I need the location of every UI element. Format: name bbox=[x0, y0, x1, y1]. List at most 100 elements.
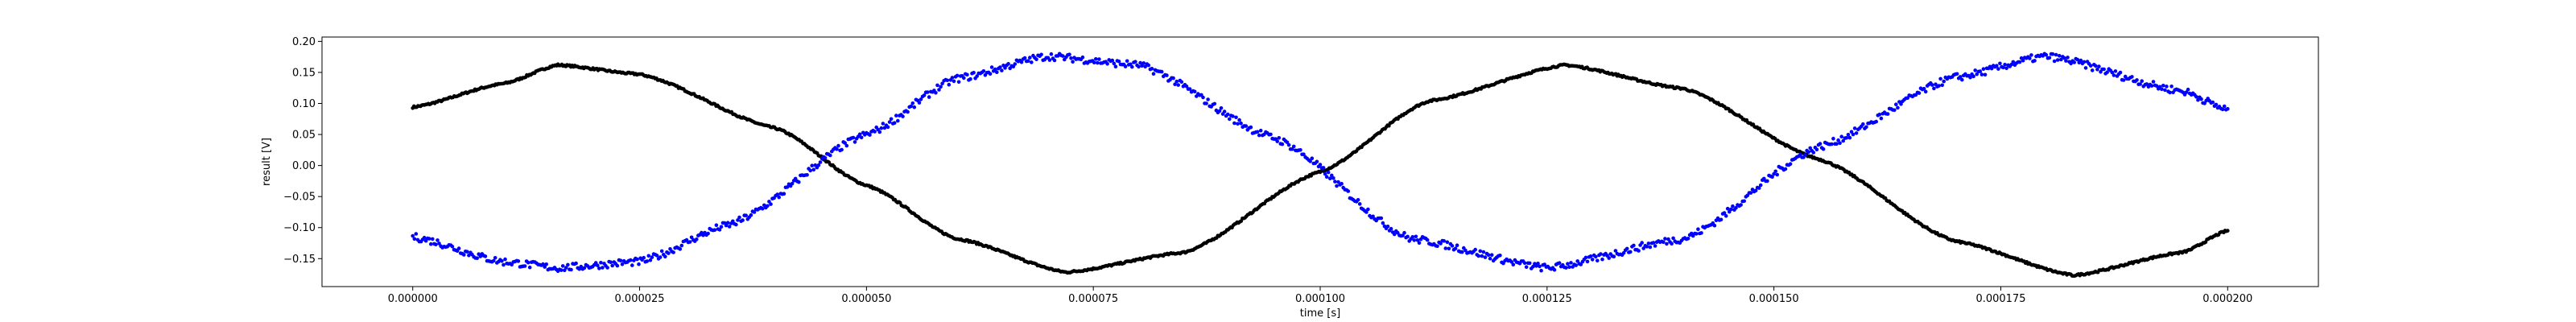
blue-series-point bbox=[1269, 132, 1273, 137]
blue-series-point bbox=[574, 261, 578, 266]
blue-series-point bbox=[1447, 246, 1451, 251]
blue-series-point bbox=[1995, 64, 1999, 68]
x-tick-label: 0.000175 bbox=[1975, 293, 2025, 305]
blue-series-point bbox=[2094, 64, 2098, 68]
blue-series-point bbox=[2186, 87, 2190, 92]
blue-series-point bbox=[1567, 265, 1571, 270]
blue-series-point bbox=[1094, 57, 1098, 61]
blue-series-point bbox=[1026, 59, 1030, 63]
blue-series-point bbox=[1143, 64, 1147, 69]
blue-series-point bbox=[1201, 95, 1205, 100]
black-series-point bbox=[2226, 229, 2230, 233]
blue-series-point bbox=[1123, 64, 1128, 68]
blue-series-point bbox=[769, 202, 773, 206]
blue-series-point bbox=[2135, 78, 2139, 82]
blue-series-point bbox=[1257, 133, 1261, 138]
blue-series-point bbox=[775, 192, 779, 196]
blue-series-point bbox=[1326, 170, 1331, 175]
blue-series-point bbox=[500, 259, 504, 263]
blue-series-point bbox=[1071, 60, 1075, 64]
blue-series-point bbox=[2017, 60, 2022, 64]
blue-series-point bbox=[1052, 58, 1057, 63]
blue-series-point bbox=[1783, 167, 1788, 171]
blue-series-point bbox=[843, 141, 847, 145]
blue-series-point bbox=[1539, 268, 1543, 273]
blue-series-point bbox=[712, 228, 717, 233]
blue-series-point bbox=[1112, 61, 1117, 66]
blue-series-point bbox=[1315, 159, 1319, 164]
blue-series-point bbox=[1255, 130, 1260, 134]
blue-series-point bbox=[2001, 65, 2005, 70]
blue-series-point bbox=[414, 232, 419, 236]
blue-series-point bbox=[1612, 254, 1616, 259]
blue-series-point bbox=[1385, 225, 1390, 229]
blue-series-point bbox=[569, 267, 573, 272]
blue-series-point bbox=[1159, 69, 1164, 74]
blue-series-point bbox=[1019, 60, 1024, 64]
blue-series-point bbox=[1140, 64, 1144, 68]
blue-series-point bbox=[1731, 204, 1735, 208]
blue-series-point bbox=[1138, 60, 1142, 65]
blue-series-point bbox=[1092, 60, 1096, 65]
blue-series-point bbox=[734, 222, 738, 227]
blue-series-point bbox=[857, 132, 862, 137]
blue-series-point bbox=[596, 263, 600, 268]
x-tick-label: 0.000075 bbox=[1068, 293, 1118, 305]
blue-series-point bbox=[2082, 60, 2087, 64]
blue-series-point bbox=[1758, 183, 1763, 188]
blue-series-point bbox=[714, 223, 719, 228]
blue-series-point bbox=[906, 109, 910, 114]
blue-series-point bbox=[1328, 176, 1332, 180]
blue-series-point bbox=[1607, 256, 1611, 260]
blue-series-point bbox=[1000, 68, 1004, 72]
blue-series-point bbox=[582, 266, 587, 270]
blue-series-point bbox=[1239, 121, 1243, 126]
blue-series-point bbox=[1522, 261, 1527, 266]
blue-series-point bbox=[1381, 221, 1385, 225]
blue-series-point bbox=[935, 83, 939, 88]
blue-series-point bbox=[995, 70, 999, 74]
blue-series-point bbox=[887, 120, 892, 124]
blue-series-point bbox=[1277, 136, 1282, 140]
blue-series-point bbox=[1566, 262, 1570, 266]
blue-series-point bbox=[1039, 52, 1043, 57]
blue-series-point bbox=[2011, 60, 2016, 64]
blue-series-point bbox=[1896, 105, 1900, 110]
blue-series-point bbox=[1401, 233, 1405, 237]
blue-series-point bbox=[998, 65, 1002, 69]
blue-series-point bbox=[836, 143, 840, 148]
blue-series-point bbox=[940, 81, 944, 86]
blue-series-point bbox=[541, 262, 545, 266]
blue-series-point bbox=[1854, 131, 1859, 135]
blue-series-point bbox=[1724, 214, 1728, 218]
blue-series-point bbox=[2097, 64, 2101, 68]
blue-series-point bbox=[844, 143, 849, 148]
blue-series-point bbox=[919, 97, 923, 101]
blue-series-point bbox=[1847, 135, 1852, 140]
blue-series-point bbox=[835, 147, 839, 151]
blue-series-point bbox=[1249, 125, 1253, 130]
blue-series-point bbox=[1234, 115, 1238, 120]
blue-series-point bbox=[1846, 133, 1851, 137]
blue-series-point bbox=[1204, 101, 1208, 105]
blue-series-point bbox=[1480, 254, 1484, 258]
blue-series-point bbox=[1734, 205, 1738, 210]
blue-series-point bbox=[1753, 188, 1758, 193]
blue-series-point bbox=[1217, 109, 1222, 114]
blue-series-point bbox=[1923, 89, 1928, 94]
blue-series-point bbox=[679, 243, 684, 248]
blue-series-point bbox=[411, 233, 415, 238]
blue-series-point bbox=[965, 72, 969, 77]
blue-series-point bbox=[654, 254, 659, 258]
blue-series-point bbox=[597, 266, 601, 270]
blue-series-point bbox=[2222, 104, 2227, 109]
blue-series-point bbox=[2003, 63, 2007, 67]
blue-series-point bbox=[1030, 60, 1034, 64]
y-tick-label: 0.20 bbox=[292, 36, 316, 48]
blue-series-point bbox=[1478, 249, 1483, 254]
blue-series-point bbox=[2079, 58, 2083, 63]
blue-series-point bbox=[687, 240, 692, 244]
blue-series-point bbox=[785, 185, 790, 189]
blue-series-point bbox=[1171, 76, 1175, 80]
blue-series-point bbox=[808, 168, 812, 173]
